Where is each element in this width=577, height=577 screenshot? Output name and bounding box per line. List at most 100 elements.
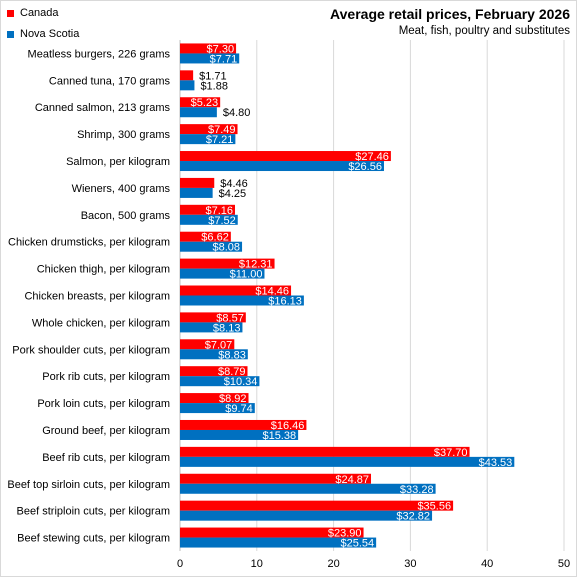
category-label-13: Pork loin cuts, per kilogram <box>37 398 170 410</box>
category-label-6: Bacon, 500 grams <box>81 210 171 222</box>
chart-subtitle: Meat, fish, poultry and substitutes <box>398 25 570 37</box>
bar-canada-15 <box>180 446 470 457</box>
category-label-14: Ground beef, per kilogram <box>42 425 170 437</box>
bar-canada-7 <box>180 231 231 242</box>
data-label-nova-scotia-17: $32.82 <box>396 511 430 523</box>
legend-swatch-canada <box>7 9 14 17</box>
category-label-8: Chicken thigh, per kilogram <box>37 264 170 276</box>
legend-label-canada: Canada <box>20 7 59 19</box>
bar-canada-11 <box>180 339 235 350</box>
data-label-nova-scotia-11: $8.83 <box>218 349 246 361</box>
data-label-canada-4: $27.46 <box>355 151 389 163</box>
bar-nova-scotia-9 <box>180 295 304 306</box>
data-label-nova-scotia-8: $11.00 <box>230 269 263 281</box>
category-label-16: Beef top sirloin cuts, per kilogram <box>7 479 170 491</box>
bar-nova-scotia-6 <box>180 214 238 225</box>
bar-canada-6 <box>180 204 235 215</box>
x-tick-label-0: 0 <box>177 558 183 570</box>
bar-canada-1 <box>180 70 194 81</box>
bar-canada-13 <box>180 393 249 404</box>
data-label-canada-10: $8.57 <box>216 312 244 324</box>
bar-canada-12 <box>180 366 248 377</box>
x-tick-label-1: 10 <box>251 558 263 570</box>
data-label-canada-2: $5.23 <box>191 97 219 109</box>
data-label-nova-scotia-6: $7.52 <box>208 215 236 227</box>
data-label-nova-scotia-2: $4.80 <box>223 107 251 119</box>
data-label-canada-5: $4.46 <box>220 178 248 190</box>
data-label-canada-16: $24.87 <box>335 474 369 486</box>
category-label-10: Whole chicken, per kilogram <box>32 317 170 329</box>
data-label-canada-17: $35.56 <box>417 501 451 513</box>
bar-canada-10 <box>180 312 246 323</box>
data-label-nova-scotia-16: $33.28 <box>400 484 434 496</box>
data-label-canada-14: $16.46 <box>271 420 305 432</box>
category-label-3: Shrimp, 300 grams <box>77 129 170 141</box>
category-label-18: Beef stewing cuts, per kilogram <box>17 533 170 545</box>
bar-canada-3 <box>180 124 238 135</box>
data-label-canada-3: $7.49 <box>208 124 236 136</box>
x-tick-label-2: 20 <box>327 558 339 570</box>
data-label-nova-scotia-3: $7.21 <box>206 134 234 146</box>
data-label-nova-scotia-7: $8.08 <box>213 242 241 254</box>
data-label-canada-15: $37.70 <box>434 447 468 459</box>
legend-item-canada: Canada <box>7 5 79 21</box>
data-label-nova-scotia-1: $1.88 <box>200 80 228 92</box>
category-label-7: Chicken drumsticks, per kilogram <box>8 237 170 249</box>
bar-canada-14 <box>180 419 307 430</box>
chart-title: Average retail prices, February 2026 <box>330 6 570 22</box>
bar-nova-scotia-11 <box>180 349 248 360</box>
data-label-canada-12: $8.79 <box>218 366 246 378</box>
x-tick-label-3: 30 <box>404 558 416 570</box>
bar-nova-scotia-5 <box>180 187 213 198</box>
bar-nova-scotia-14 <box>180 429 299 440</box>
data-label-nova-scotia-4: $26.56 <box>348 161 382 173</box>
bar-nova-scotia-3 <box>180 134 236 145</box>
bar-nova-scotia-17 <box>180 510 433 521</box>
bar-nova-scotia-18 <box>180 537 377 548</box>
bar-nova-scotia-2 <box>180 107 217 118</box>
bar-canada-5 <box>180 177 215 188</box>
category-label-11: Pork shoulder cuts, per kilogram <box>12 344 170 356</box>
bar-canada-4 <box>180 151 391 162</box>
bar-nova-scotia-16 <box>180 483 436 494</box>
data-label-canada-11: $7.07 <box>205 339 233 351</box>
bar-canada-0 <box>180 43 237 54</box>
data-label-nova-scotia-14: $15.38 <box>262 430 296 442</box>
bar-canada-17 <box>180 500 454 511</box>
x-tick-label-5: 50 <box>558 558 570 570</box>
bar-nova-scotia-13 <box>180 403 255 414</box>
bar-nova-scotia-1 <box>180 80 195 91</box>
data-label-canada-9: $14.46 <box>255 286 289 298</box>
data-label-canada-8: $12.31 <box>239 259 273 271</box>
data-label-canada-6: $7.16 <box>205 205 233 217</box>
category-label-1: Canned tuna, 170 grams <box>49 75 171 87</box>
category-label-4: Salmon, per kilogram <box>66 156 170 168</box>
legend-item-nova-scotia: Nova Scotia <box>7 26 79 42</box>
data-label-canada-1: $1.71 <box>199 70 227 82</box>
bar-nova-scotia-8 <box>180 268 265 279</box>
category-label-15: Beef rib cuts, per kilogram <box>42 452 170 464</box>
category-label-2: Canned salmon, 213 grams <box>35 102 171 114</box>
x-tick-label-4: 40 <box>481 558 493 570</box>
bar-canada-16 <box>180 473 372 484</box>
bar-nova-scotia-7 <box>180 241 243 252</box>
legend-label-nova-scotia: Nova Scotia <box>20 28 80 40</box>
data-label-canada-0: $7.30 <box>207 43 235 55</box>
data-label-nova-scotia-10: $8.13 <box>213 322 241 334</box>
category-label-0: Meatless burgers, 226 grams <box>28 48 171 60</box>
legend: Canada Nova Scotia <box>7 5 79 47</box>
bar-nova-scotia-4 <box>180 161 384 172</box>
category-label-9: Chicken breasts, per kilogram <box>24 291 170 303</box>
bar-nova-scotia-10 <box>180 322 243 333</box>
category-label-12: Pork rib cuts, per kilogram <box>42 371 170 383</box>
category-label-17: Beef striploin cuts, per kilogram <box>17 506 170 518</box>
data-label-canada-18: $23.90 <box>328 528 362 540</box>
data-label-nova-scotia-5: $4.25 <box>219 188 247 200</box>
bar-canada-8 <box>180 258 275 269</box>
bar-nova-scotia-15 <box>180 456 515 467</box>
category-label-5: Wieners, 400 grams <box>72 183 171 195</box>
data-label-nova-scotia-18: $25.54 <box>340 538 374 550</box>
data-label-nova-scotia-12: $10.34 <box>224 376 258 388</box>
data-label-nova-scotia-0: $7.71 <box>210 53 238 65</box>
